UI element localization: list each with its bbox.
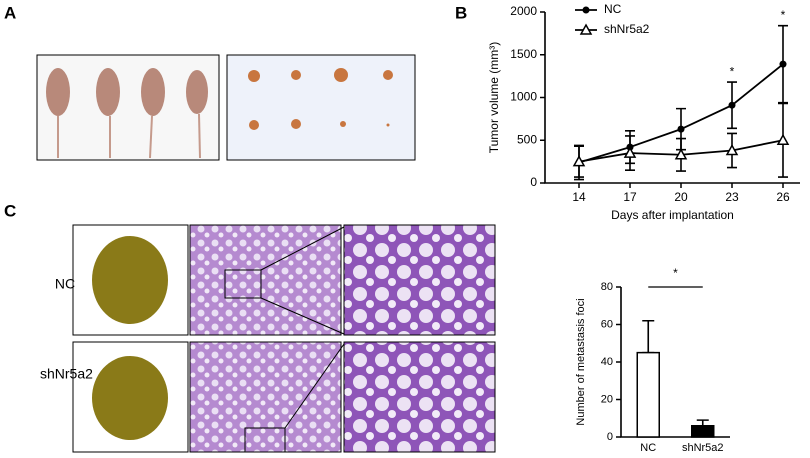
significance-mark: * bbox=[781, 8, 786, 22]
y-tick-label: 0 bbox=[530, 175, 537, 189]
point bbox=[677, 125, 685, 133]
row-label: shNr5a2 bbox=[40, 366, 93, 382]
error-bar bbox=[696, 419, 709, 427]
x-tick-label: 17 bbox=[623, 190, 637, 204]
x-tick-label: 26 bbox=[776, 190, 790, 204]
y-tick-label: 60 bbox=[601, 318, 613, 330]
row-label: NC bbox=[55, 276, 75, 292]
legend-label: shNr5a2 bbox=[604, 22, 650, 36]
point bbox=[725, 143, 739, 156]
y-tick-label: 1500 bbox=[510, 47, 537, 61]
bar bbox=[636, 351, 660, 438]
y-axis-label: Number of metastasis foci bbox=[575, 298, 587, 425]
significance-mark: * bbox=[673, 266, 678, 280]
bar bbox=[691, 425, 715, 438]
y-tick-label: 500 bbox=[517, 132, 537, 146]
x-tick-label: 20 bbox=[674, 190, 688, 204]
axis bbox=[544, 12, 800, 184]
x-tick-label: shNr5a2 bbox=[682, 442, 724, 454]
point bbox=[779, 60, 787, 68]
x-tick-label: 23 bbox=[725, 190, 739, 204]
y-tick-label: 0 bbox=[607, 431, 613, 443]
y-tick-label: 2000 bbox=[510, 4, 537, 18]
error-bar bbox=[642, 319, 655, 354]
panel-label: B bbox=[455, 3, 467, 22]
legend-marker bbox=[579, 23, 593, 35]
panel-label: A bbox=[4, 3, 16, 22]
y-axis-label: Tumor volume (mm³) bbox=[487, 42, 501, 154]
panel-label: C bbox=[4, 201, 16, 220]
point bbox=[776, 133, 790, 145]
mice-photo bbox=[36, 54, 220, 161]
legend-label: NC bbox=[604, 2, 622, 16]
significance-mark: * bbox=[730, 64, 735, 78]
y-tick-label: 80 bbox=[601, 281, 613, 293]
x-tick-label: 14 bbox=[572, 190, 586, 204]
x-tick-label: NC bbox=[640, 442, 656, 454]
point bbox=[572, 155, 586, 167]
legend-marker bbox=[582, 6, 590, 14]
point bbox=[674, 148, 688, 160]
point bbox=[623, 146, 637, 158]
x-axis-label: Days after implantation bbox=[611, 208, 734, 222]
lung-photos bbox=[72, 224, 496, 453]
y-tick-label: 1000 bbox=[510, 90, 537, 104]
y-tick-label: 40 bbox=[601, 356, 613, 368]
tumor-photo bbox=[226, 54, 416, 161]
point bbox=[728, 101, 736, 109]
y-tick-label: 20 bbox=[601, 393, 613, 405]
